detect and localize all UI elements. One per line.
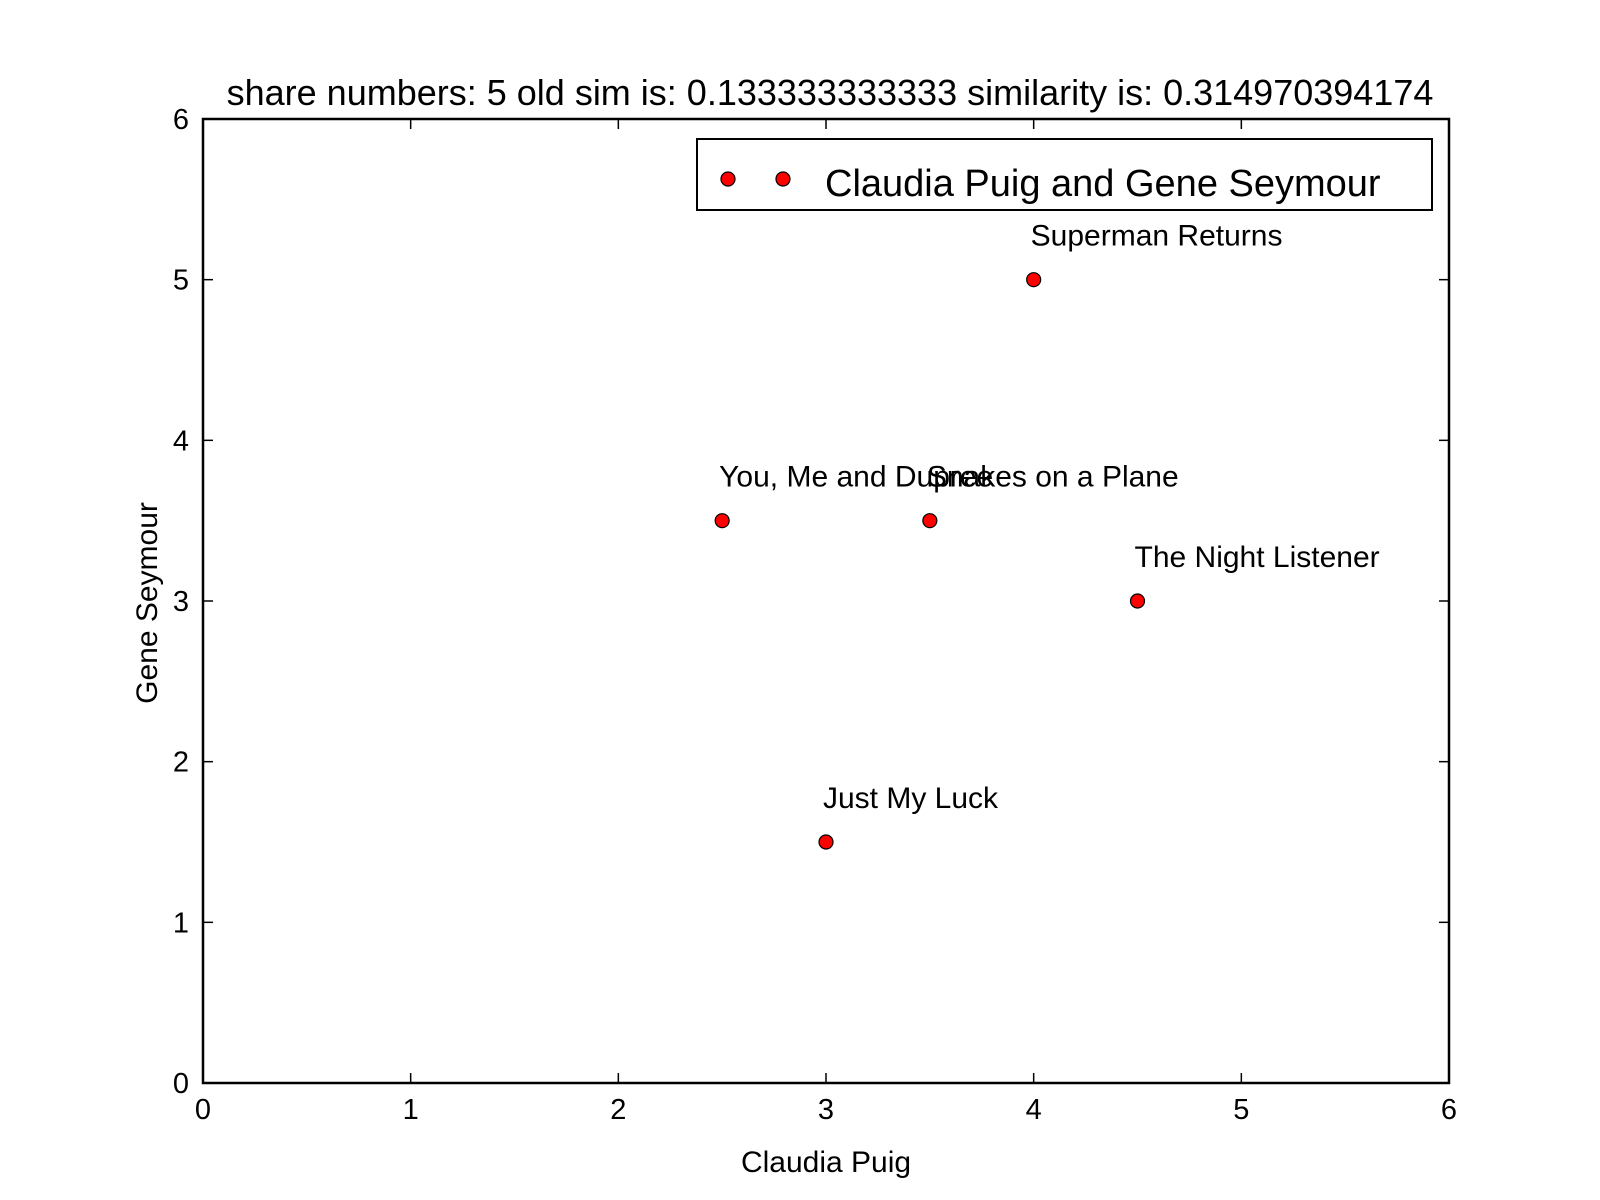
y-tick-label: 4: [173, 425, 189, 457]
scatter-point: [1129, 593, 1146, 609]
legend-marker: [775, 171, 791, 187]
x-tick-label: 0: [195, 1094, 211, 1126]
plot-area: [201, 117, 1451, 1085]
y-axis-label: Gene Seymour: [131, 502, 164, 704]
point-label: You, Me and Dupree: [719, 461, 993, 494]
scatter-point: [714, 513, 730, 529]
scatter-point: [922, 513, 938, 529]
legend-entry: Claudia Puig and Gene Seymour: [825, 163, 1381, 205]
x-axis-label: Claudia Puig: [741, 1146, 911, 1179]
y-tick-label: 5: [173, 265, 189, 297]
x-tick-label: 5: [1233, 1094, 1249, 1126]
y-tick-label: 3: [173, 586, 189, 618]
point-label: Superman Returns: [1031, 220, 1283, 253]
axis-ticks: [202, 118, 1450, 1084]
y-tick-label: 1: [173, 907, 189, 939]
scatter-point: [1026, 272, 1042, 288]
legend-marker: [720, 171, 736, 187]
x-tick-label: 3: [818, 1094, 834, 1126]
point-label: The Night Listener: [1135, 541, 1380, 574]
point-label: Snakes on a Plane: [927, 461, 1179, 494]
point-label: Just My Luck: [823, 782, 999, 815]
legend: Claudia Puig and Gene Seymour: [696, 138, 1433, 211]
chart-title: share numbers: 5 old sim is: 0.133333333…: [227, 72, 1434, 113]
plot-border: [201, 117, 1451, 1085]
x-tick-label: 1: [403, 1094, 419, 1126]
scatter-point: [818, 834, 834, 850]
x-tick-label: 6: [1441, 1094, 1457, 1126]
x-tick-label: 2: [610, 1094, 626, 1126]
y-tick-label: 6: [173, 104, 189, 136]
legend-box: [696, 138, 1433, 211]
y-tick-label: 0: [173, 1068, 189, 1100]
tick-labels: 0 1 2 3 4 5 6 0 1 2 3 4 5 6: [173, 104, 1457, 1126]
x-tick-label: 4: [1026, 1094, 1042, 1126]
y-tick-label: 2: [173, 747, 189, 779]
